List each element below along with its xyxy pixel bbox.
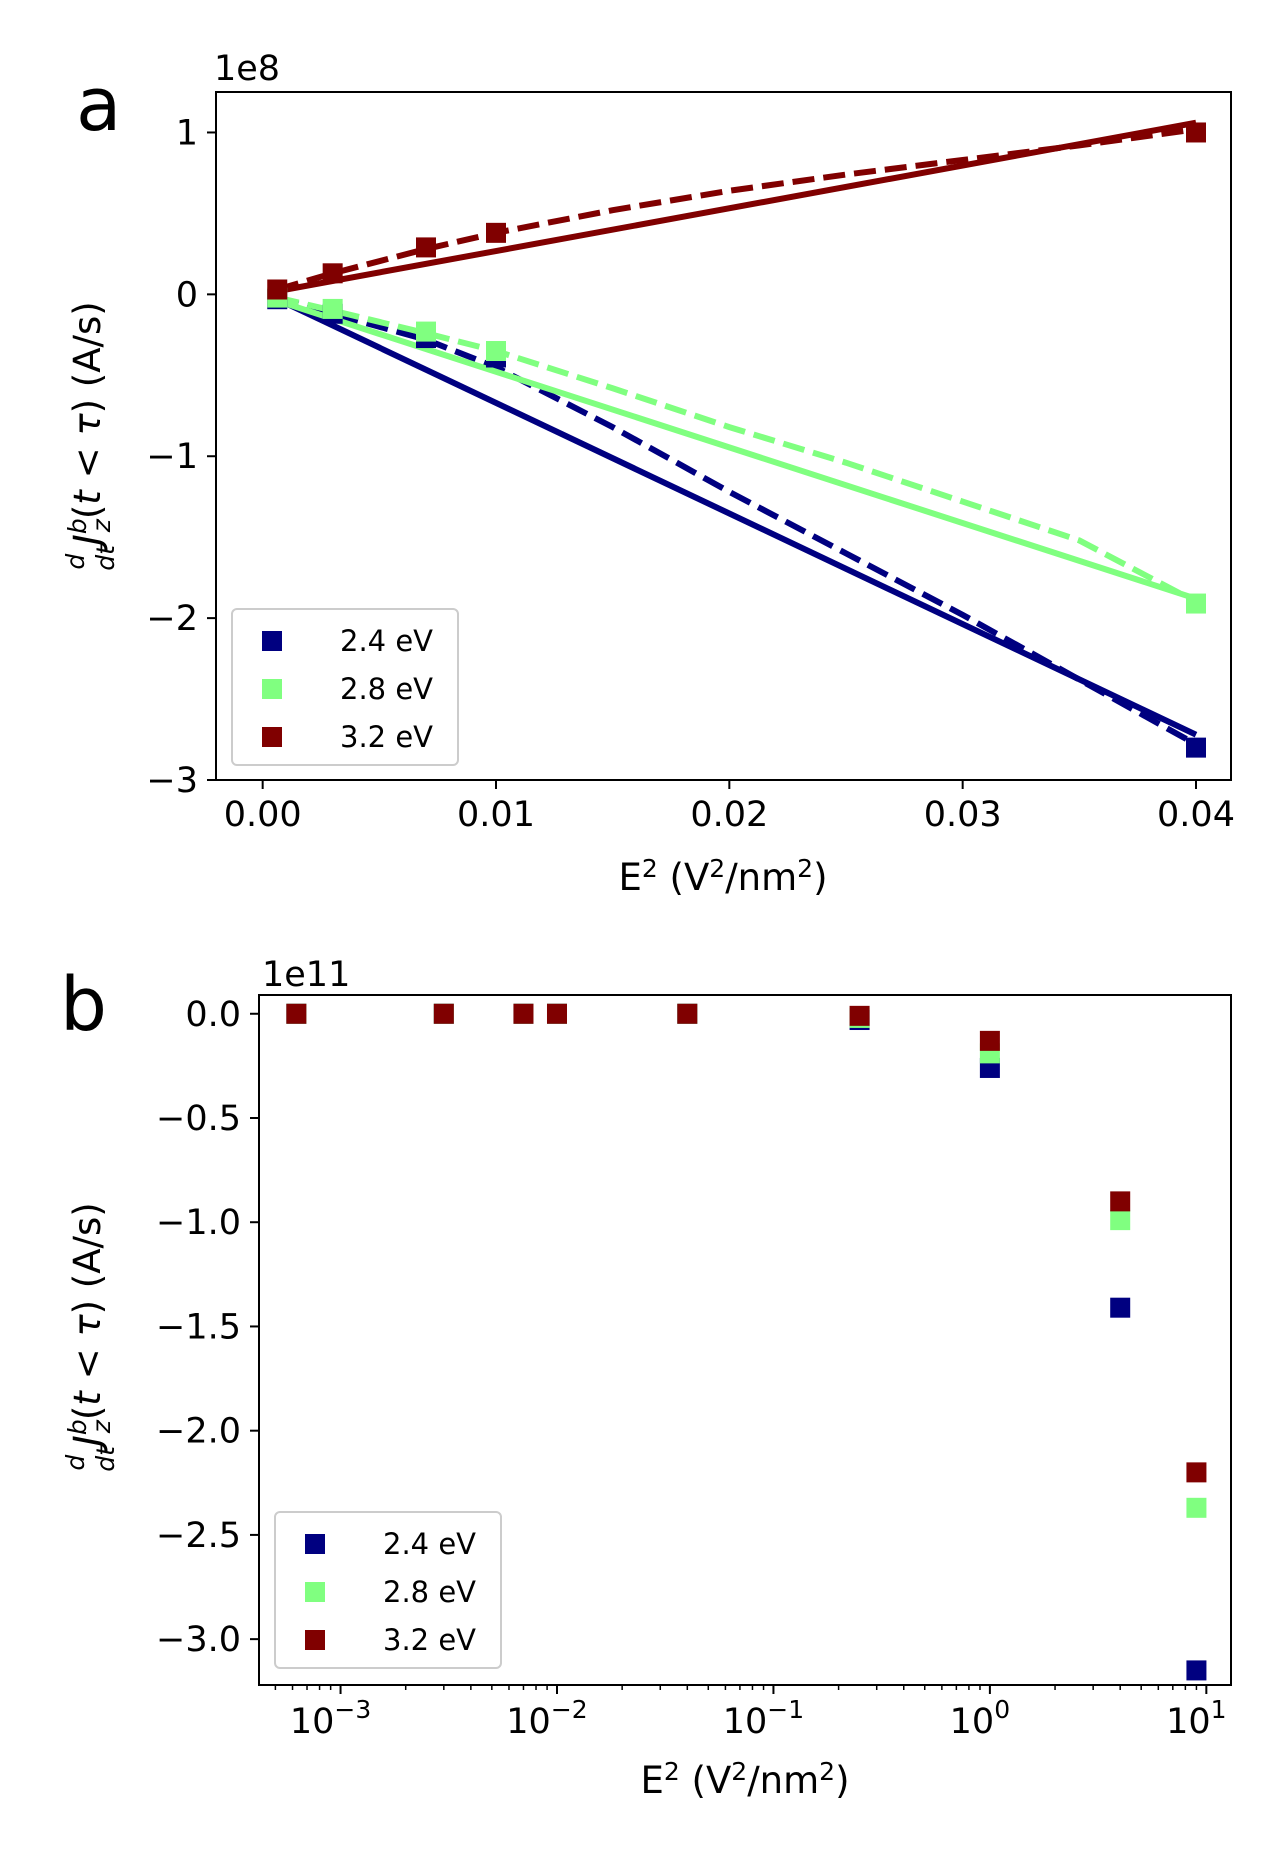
panel-a-point-32: [1186, 122, 1206, 143]
panel-a-point-28: [486, 341, 506, 362]
panel-a-ticks: 0.00 0.01 0.02 0.03 0.04 1 0 −1 −2 −3: [146, 113, 1235, 835]
panel-a-dashed-fit-32: [276, 126, 1197, 293]
panel-a-legend: 2.4 eV 2.8 eV 3.2 eV: [231, 608, 459, 766]
panel-b-y-tick-label: −1.5: [156, 1307, 241, 1347]
panel-b-point-32: [979, 1030, 1000, 1051]
panel-a-point-28: [416, 321, 436, 342]
panel-b-legend-marker: [305, 1534, 325, 1554]
panel-b-y-tick-label: −2.5: [156, 1516, 241, 1556]
panel-a-legend-marker: [262, 727, 282, 747]
panel-b-x-tick-label: 101: [1166, 1695, 1226, 1742]
panel-a-point-32: [486, 222, 506, 243]
panel-a-dashed-fit-28: [276, 294, 1198, 605]
panel-b: 10−3 10−2 10−1 100 101 0.0 −0.5 −1.0 −1.5 −2.0 −2.…: [60, 955, 1232, 1802]
panel-b-point-28: [1110, 1210, 1131, 1231]
panel-b-label: b: [60, 962, 107, 1048]
panel-b-legend-marker: [305, 1582, 325, 1602]
panel-b-y-tick-label: −2.0: [156, 1412, 241, 1452]
panel-b-plot-area: [286, 1003, 1207, 1681]
panel-b-legend-label: 2.8 eV: [383, 1575, 476, 1609]
svg-text:E2 (V2/nm2): E2 (V2/nm2): [640, 1757, 849, 1802]
panel-b-y-tick-label: −1.0: [156, 1203, 241, 1243]
panel-b-point-32: [849, 1005, 870, 1026]
panel-a-legend-label: 2.8 eV: [340, 672, 433, 706]
panel-b-offset-label: 1e11: [262, 955, 350, 995]
svg-text:ddtJbz(t < τ) (A/s): ddtJbz(t < τ) (A/s): [61, 301, 120, 570]
panel-b-y-tick-label: 0.0: [185, 995, 241, 1035]
panel-a-y-tick-label: −3: [146, 761, 198, 801]
panel-b-legend-marker: [305, 1630, 325, 1650]
panel-a-fit-line-28: [276, 297, 1197, 602]
panel-b-x-tick-label: 10−1: [723, 1695, 804, 1742]
panel-a-legend-label: 3.2 eV: [340, 720, 433, 754]
panel-b-y-tick-label: −3.0: [156, 1620, 241, 1660]
panel-b-point-32: [1110, 1191, 1131, 1212]
panel-a-legend-marker: [262, 631, 282, 651]
panel-b-point-24: [1110, 1297, 1131, 1318]
panel-a-plot-area: [267, 119, 1206, 758]
panel-b-x-tick-label: 10−3: [290, 1695, 371, 1742]
panel-a-point-28: [322, 298, 343, 319]
panel-a-y-tick-label: −1: [146, 437, 198, 477]
panel-b-y-axis-label: ddtJbz(t < τ) (A/s): [61, 1202, 120, 1471]
panel-a-offset-label: 1e8: [214, 49, 280, 89]
panel-a-label: a: [76, 62, 121, 148]
panel-b-legend-label: 3.2 eV: [383, 1623, 476, 1657]
panel-b-legend: 2.4 eV 2.8 eV 3.2 eV: [274, 1511, 502, 1669]
panel-b-x-axis-label: E2 (V2/nm2): [640, 1757, 849, 1802]
panel-a-point-32: [267, 279, 288, 300]
panel-b-y-tick-label: −0.5: [156, 1099, 241, 1139]
panel-b-ticks: 10−3 10−2 10−1 100 101 0.0 −0.5 −1.0 −1.5 −2.0 −2.…: [156, 995, 1227, 1742]
panel-a-legend-marker: [262, 679, 282, 699]
panel-a-x-tick-label: 0.02: [690, 795, 768, 835]
panel-a-legend-label: 2.4 eV: [340, 624, 433, 658]
panel-b-point-32: [677, 1003, 698, 1024]
panel-a-y-tick-label: 1: [176, 113, 198, 153]
panel-b-legend-box: [274, 1511, 502, 1669]
panel-b-point-32: [286, 1003, 307, 1024]
panel-b-point-32: [1186, 1462, 1207, 1483]
panel-b-frame: [258, 994, 1232, 1686]
panel-a-frame: [215, 91, 1232, 781]
panel-b-x-tick-label: 100: [950, 1695, 1010, 1742]
panel-a-point-24: [1186, 737, 1206, 758]
panel-a-x-tick-label: 0.01: [457, 795, 535, 835]
panel-a-x-tick-label: 0.03: [924, 795, 1002, 835]
svg-text:ddtJbz(t < τ) (A/s): ddtJbz(t < τ) (A/s): [61, 1202, 120, 1471]
panel-a-dashed-fit-24: [276, 294, 1198, 748]
panel-a-legend-box: [231, 608, 459, 766]
panel-b-point-32: [433, 1003, 454, 1024]
panel-a-y-axis-label: ddtJbz(t < τ) (A/s): [61, 301, 120, 570]
panel-b-point-32: [546, 1003, 567, 1024]
panel-b-x-tick-label: 10−2: [506, 1695, 587, 1742]
panel-a-point-28: [1186, 593, 1206, 614]
panel-b-legend-label: 2.4 eV: [383, 1527, 476, 1561]
panel-a-x-tick-label: 0.04: [1157, 795, 1235, 835]
panel-b-point-28: [1186, 1497, 1207, 1518]
panel-a-point-32: [322, 263, 343, 284]
panel-b-point-24: [1186, 1660, 1207, 1681]
panel-a-y-tick-label: 0: [176, 275, 198, 315]
panel-a-x-tick-label: 0.00: [224, 795, 302, 835]
panel-a-y-tick-label: −2: [146, 599, 198, 639]
panel-b-point-32: [513, 1003, 534, 1024]
panel-a-point-32: [416, 237, 436, 258]
